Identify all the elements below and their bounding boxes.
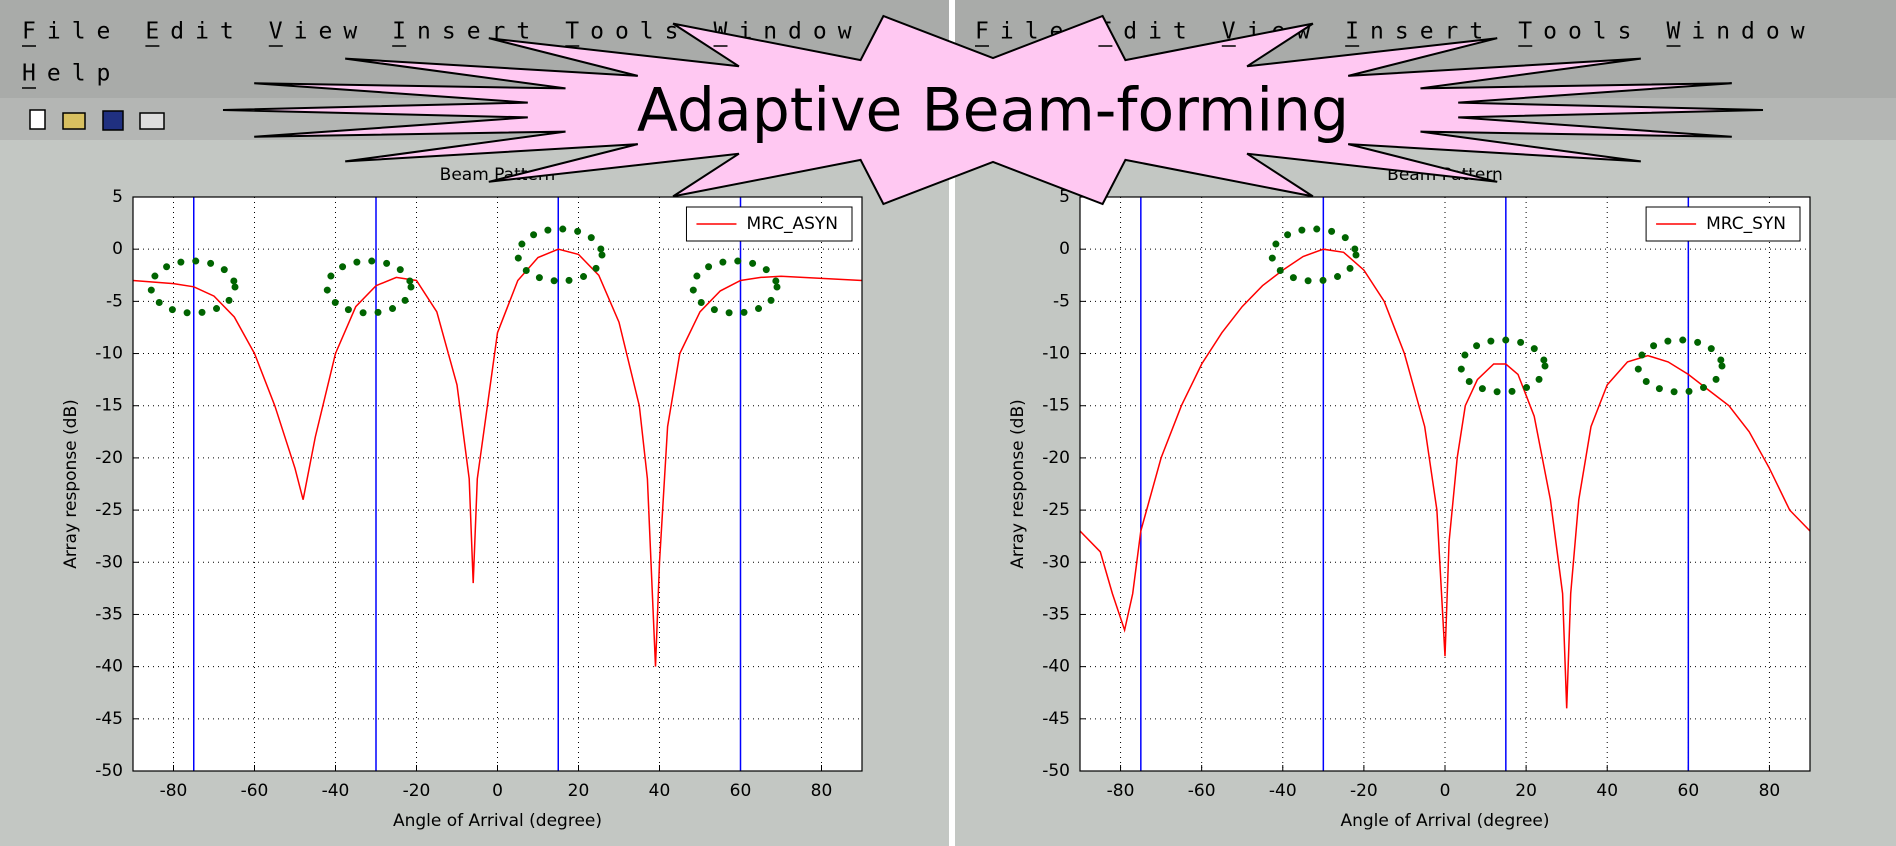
- y-tick-label: -50: [1042, 761, 1070, 781]
- banner-title: Adaptive Beam-forming: [637, 76, 1349, 146]
- y-tick-label: -10: [95, 344, 123, 364]
- y-axis-label: Array response (dB): [61, 399, 81, 569]
- series-line: [1079, 248, 1811, 709]
- highlight: [514, 225, 606, 285]
- x-tick-label: 80: [1759, 781, 1781, 801]
- chart-title: Beam Pattern: [440, 165, 556, 185]
- y-tick-label: -35: [1042, 604, 1070, 624]
- series-line: [132, 248, 863, 667]
- y-tick-label: -25: [95, 500, 123, 520]
- x-tick-label: 60: [1678, 781, 1700, 801]
- y-tick-label: 5: [1059, 187, 1070, 207]
- x-tick-label: -60: [1188, 781, 1216, 801]
- menu-item[interactable]: View: [269, 19, 368, 45]
- highlight: [147, 257, 239, 317]
- y-tick-label: 0: [112, 239, 123, 259]
- x-tick-label: -80: [160, 781, 188, 801]
- banner-burst: [222, 14, 1764, 206]
- axes-frame: [1079, 196, 1811, 772]
- highlight: [1634, 336, 1726, 396]
- y-tick-label: -45: [95, 709, 123, 729]
- open-icon[interactable]: [62, 112, 86, 130]
- x-tick-label: -60: [241, 781, 269, 801]
- x-tick-label: -40: [322, 781, 350, 801]
- menu-item[interactable]: Tools: [565, 19, 689, 45]
- separator: [949, 0, 955, 846]
- y-tick-label: -10: [1042, 344, 1070, 364]
- x-tick-label: 0: [1440, 781, 1451, 801]
- menu-item[interactable]: Edit: [145, 19, 244, 45]
- x-tick-label: 40: [1596, 781, 1618, 801]
- charts: -80 -60 -40 -20 0 20 40 60 80 5 0 -5 -10 -15 -20 -25 -30…: [61, 165, 1811, 831]
- y-tick-label: -5: [1053, 291, 1070, 311]
- plot-area: [133, 197, 862, 771]
- x-tick-label: 20: [1515, 781, 1537, 801]
- highlight: [1268, 225, 1360, 285]
- save-icon[interactable]: [102, 110, 124, 131]
- legend: MRC_SYN: [1645, 206, 1801, 242]
- x-tick-label: 20: [568, 781, 590, 801]
- x-tick-label: -40: [1269, 781, 1297, 801]
- y-tick-label: -15: [95, 396, 123, 416]
- y-tick-label: -20: [1042, 448, 1070, 468]
- x-tick-label: 80: [811, 781, 833, 801]
- y-tick-label: -25: [1042, 500, 1070, 520]
- legend-label: MRC_ASYN: [746, 214, 838, 234]
- y-tick-label: 0: [1059, 239, 1070, 259]
- chart: -80 -60 -40 -20 0 20 40 60 80 5 0 -5 -10 -15 -20 -25 -30…: [1008, 165, 1811, 831]
- x-tick-label: 60: [730, 781, 752, 801]
- x-axis-label: Angle of Arrival (degree): [393, 811, 602, 831]
- y-tick-label: -40: [95, 657, 123, 677]
- y-tick-label: -5: [106, 291, 123, 311]
- y-tick-label: -35: [95, 604, 123, 624]
- y-tick-label: -30: [1042, 552, 1070, 572]
- x-tick-label: -20: [403, 781, 431, 801]
- legend: MRC_ASYN: [685, 206, 853, 242]
- y-tick-label: -45: [1042, 709, 1070, 729]
- menu-item[interactable]: Insert: [1345, 19, 1494, 45]
- new-icon[interactable]: [29, 109, 46, 130]
- y-tick-label: -50: [95, 761, 123, 781]
- x-tick-label: 0: [492, 781, 503, 801]
- y-tick-label: 5: [112, 187, 123, 207]
- y-axis-label: Array response (dB): [1008, 399, 1028, 569]
- plot-area: [1080, 197, 1810, 771]
- menu-item[interactable]: Tools: [1518, 19, 1642, 45]
- highlight: [323, 257, 415, 317]
- y-tick-label: -15: [1042, 396, 1070, 416]
- menu-item[interactable]: Help: [22, 61, 121, 87]
- legend-label: MRC_SYN: [1706, 214, 1786, 234]
- highlight: [1457, 336, 1549, 396]
- menu-item[interactable]: File: [22, 19, 121, 45]
- toolbar-icons: [29, 109, 165, 131]
- x-tick-label: 40: [649, 781, 671, 801]
- highlights: [147, 225, 1726, 396]
- y-tick-label: -30: [95, 552, 123, 572]
- axes-frame: [132, 196, 863, 772]
- y-tick-label: -40: [1042, 657, 1070, 677]
- x-tick-label: -80: [1107, 781, 1135, 801]
- x-axis-label: Angle of Arrival (degree): [1340, 811, 1549, 831]
- x-tick-label: -20: [1350, 781, 1378, 801]
- print-icon[interactable]: [139, 112, 165, 130]
- highlight: [689, 257, 781, 317]
- menu-item[interactable]: Window: [1667, 19, 1816, 45]
- y-tick-label: -20: [95, 448, 123, 468]
- chart: -80 -60 -40 -20 0 20 40 60 80 5 0 -5 -10 -15 -20 -25 -30…: [61, 165, 863, 831]
